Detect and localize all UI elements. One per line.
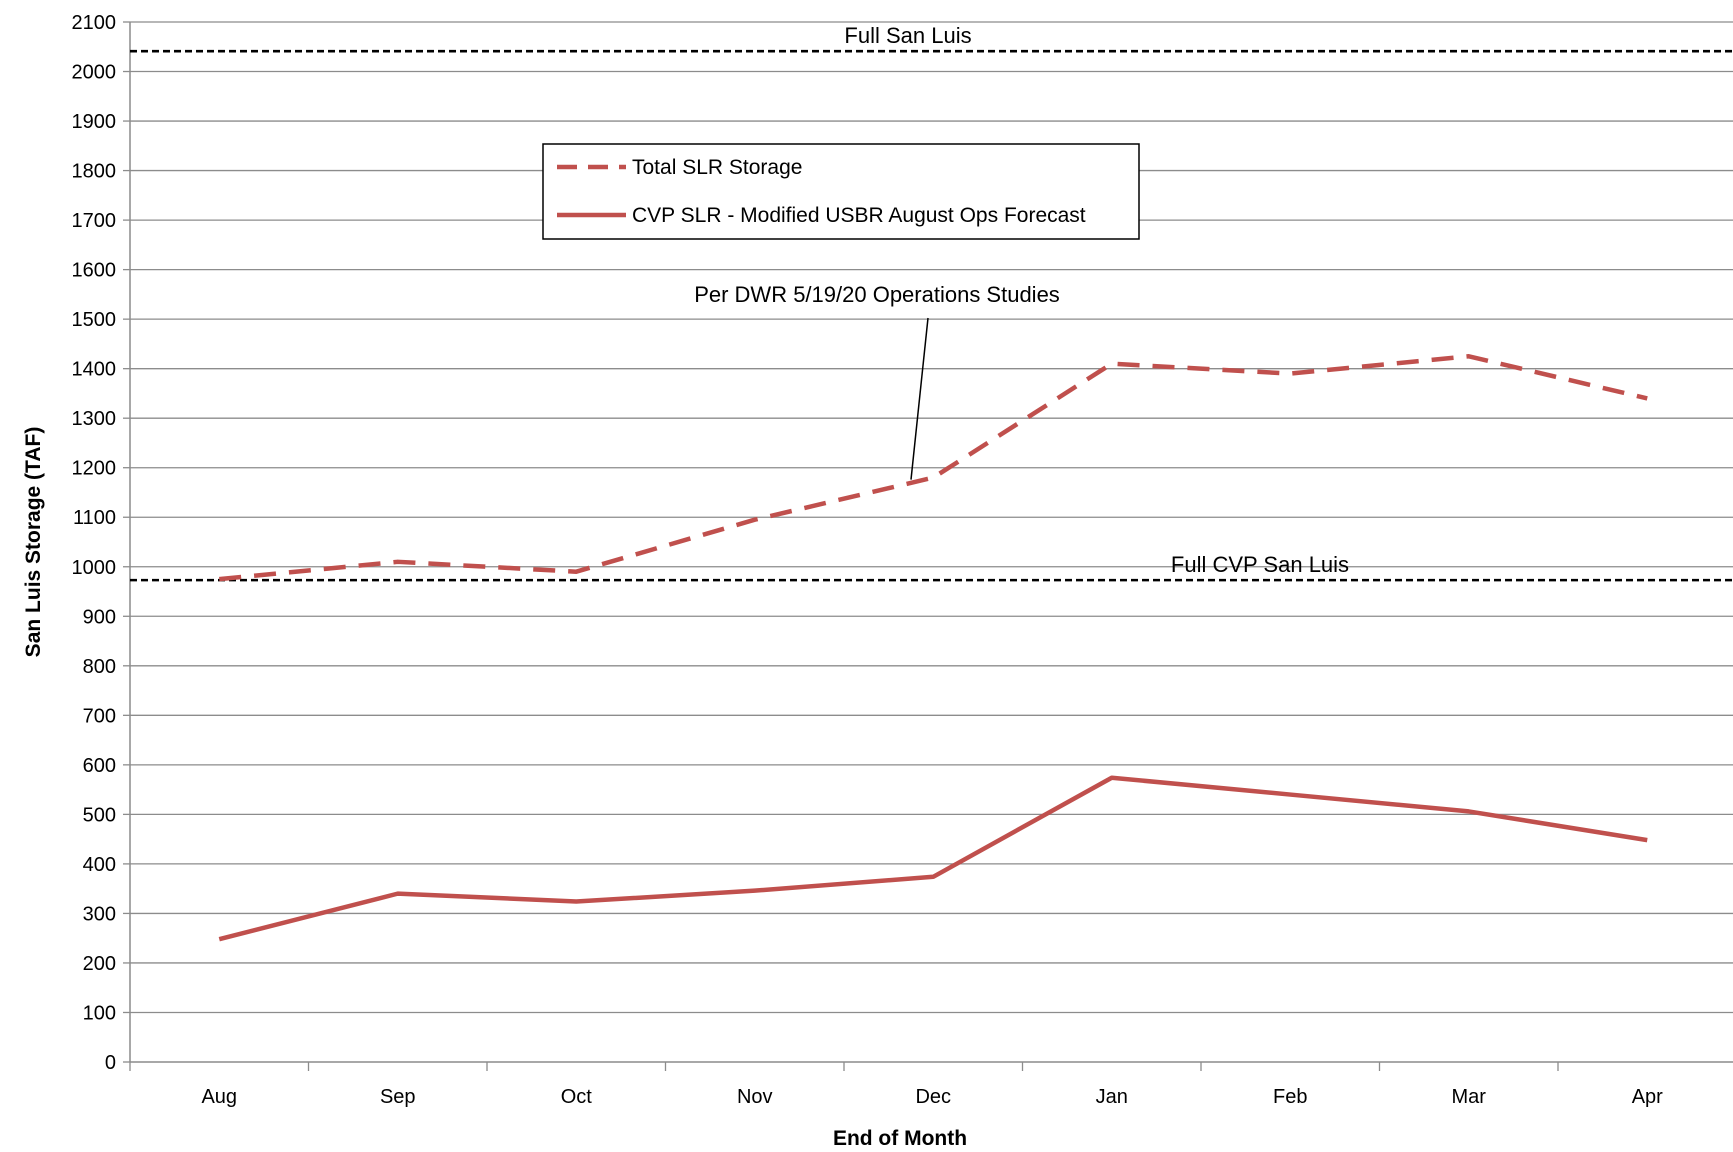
y-tick-label: 500 — [83, 804, 116, 826]
y-tick-label: 1000 — [72, 557, 117, 579]
y-tick-label: 600 — [83, 755, 116, 777]
axes: 0 100 200 300 400 500 600 700 800 900 1000 1100 1200… — [22, 12, 1733, 1150]
x-tick-label: Sep — [380, 1086, 416, 1108]
y-tick-label: 100 — [83, 1002, 116, 1024]
y-tick-label: 1600 — [72, 260, 117, 282]
legend: Total SLR Storage CVP SLR - Modified USBR… — [542, 143, 1140, 240]
annotations: Per DWR 5/19/20 Operations Studies — [694, 282, 1060, 480]
y-tick-label: 300 — [83, 903, 116, 925]
y-tick-label: 900 — [83, 606, 116, 628]
y-tick-label: 2100 — [72, 12, 117, 34]
legend-label: Total SLR Storage — [632, 156, 802, 179]
legend-label: CVP SLR - Modified USBR August Ops Forec… — [632, 204, 1086, 227]
x-tick-label: Nov — [737, 1086, 773, 1108]
x-tick-label: Feb — [1273, 1086, 1307, 1108]
legend-box — [542, 143, 1140, 240]
y-tick-label: 1100 — [73, 507, 116, 529]
x-axis-title: End of Month — [833, 1127, 967, 1150]
series — [218, 354, 1648, 942]
y-tick-label: 700 — [83, 705, 116, 727]
y-axis-title: San Luis Storage (TAF) — [22, 427, 45, 658]
y-tick-label: 1700 — [72, 210, 117, 232]
reference-line-label: Full CVP San Luis — [1171, 552, 1349, 577]
y-tick-label: 1300 — [72, 408, 117, 430]
y-tick-label: 1200 — [72, 458, 117, 480]
y-tick-label: 200 — [83, 953, 116, 975]
series-line-total-slr — [219, 354, 1648, 582]
annotation-label: Per DWR 5/19/20 Operations Studies — [694, 282, 1060, 307]
y-tick-label: 1900 — [72, 111, 117, 133]
annotation-leader-line — [910, 317, 929, 480]
x-tick-label: Mar — [1452, 1086, 1487, 1108]
y-tick-label: 1500 — [72, 309, 117, 331]
series-line-cvp-slr — [218, 775, 1648, 942]
y-tick-label: 2000 — [72, 62, 117, 84]
x-tick-label: Aug — [201, 1086, 237, 1108]
x-tick-label: Oct — [561, 1086, 593, 1108]
y-tick-label: 0 — [105, 1052, 116, 1074]
y-tick-label: 400 — [83, 854, 116, 876]
x-tick-label: Apr — [1632, 1086, 1663, 1108]
y-tick-label: 800 — [83, 656, 116, 678]
x-tick-label: Jan — [1096, 1086, 1128, 1108]
y-tick-label: 1800 — [72, 161, 117, 183]
reference-lines: Full San Luis Full CVP San Luis — [130, 23, 1733, 582]
x-tick-label: Dec — [915, 1086, 951, 1108]
y-tick-label: 1400 — [72, 359, 117, 381]
reference-line-label: Full San Luis — [844, 23, 971, 48]
